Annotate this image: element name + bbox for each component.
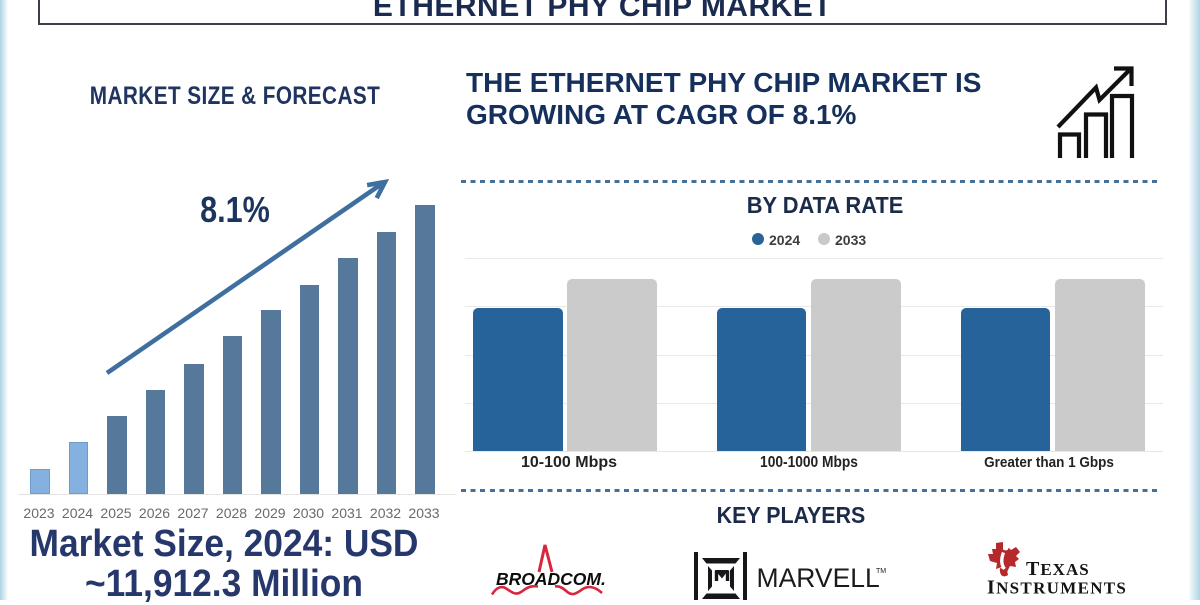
svg-text:TM: TM — [876, 568, 886, 575]
svg-text:TEXAS: TEXAS — [1026, 558, 1090, 580]
svg-text:MARVELL: MARVELL — [757, 563, 880, 593]
svg-text:INSTRUMENTS: INSTRUMENTS — [987, 577, 1127, 599]
svg-text:BROADCOM.: BROADCOM. — [496, 569, 606, 589]
